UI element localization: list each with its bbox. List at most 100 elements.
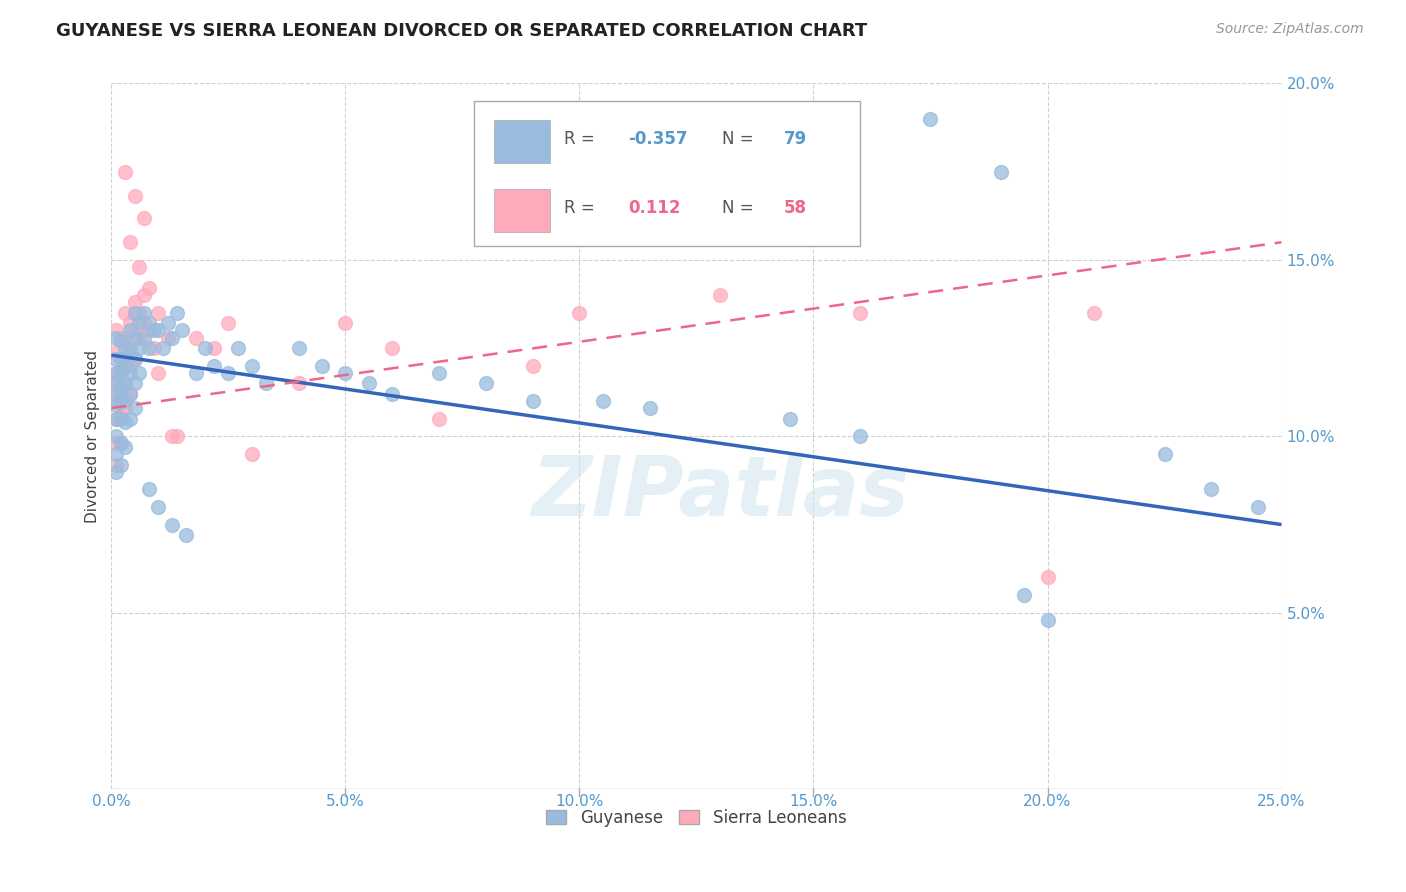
Point	[522, 394, 544, 409]
Point	[1153, 447, 1175, 461]
Text: R =: R =	[564, 130, 600, 148]
Point	[128, 260, 150, 274]
Point	[124, 330, 146, 344]
Point	[114, 376, 136, 391]
Point	[114, 351, 136, 366]
Point	[120, 323, 142, 337]
Point	[110, 330, 132, 344]
Point	[114, 376, 136, 391]
Point	[124, 351, 146, 366]
Point	[105, 411, 128, 425]
Point	[114, 440, 136, 454]
Point	[120, 359, 142, 373]
Point	[142, 323, 165, 337]
Point	[202, 359, 225, 373]
Point	[217, 317, 239, 331]
Point	[357, 376, 380, 391]
Point	[287, 376, 309, 391]
Point	[709, 288, 731, 302]
Point	[105, 351, 128, 366]
Point	[287, 341, 309, 355]
Point	[105, 411, 128, 425]
Point	[114, 341, 136, 355]
Point	[114, 330, 136, 344]
Point	[522, 359, 544, 373]
Point	[166, 306, 188, 320]
Point	[592, 394, 614, 409]
Point	[110, 436, 132, 450]
Point	[134, 211, 156, 225]
Text: 0.112: 0.112	[628, 199, 681, 217]
Point	[105, 387, 128, 401]
Point	[120, 337, 142, 351]
Text: 79: 79	[785, 130, 807, 148]
Point	[184, 366, 207, 380]
Point	[110, 436, 132, 450]
Point	[138, 341, 160, 355]
Point	[124, 295, 146, 310]
Point	[1036, 570, 1059, 584]
Point	[105, 429, 128, 443]
Point	[105, 447, 128, 461]
Point	[148, 306, 170, 320]
Point	[105, 330, 128, 344]
Point	[1036, 613, 1059, 627]
Point	[138, 483, 160, 497]
Point	[134, 288, 156, 302]
Point	[217, 366, 239, 380]
Point	[381, 387, 404, 401]
Point	[110, 408, 132, 422]
Point	[194, 341, 217, 355]
Point	[156, 317, 179, 331]
Point	[110, 458, 132, 472]
Point	[1247, 500, 1270, 514]
Point	[134, 306, 156, 320]
Point	[990, 164, 1012, 178]
Point	[849, 306, 872, 320]
Point	[920, 112, 942, 126]
Point	[105, 398, 128, 412]
Point	[176, 528, 198, 542]
Point	[170, 323, 193, 337]
Point	[152, 341, 174, 355]
Point	[120, 411, 142, 425]
Point	[138, 281, 160, 295]
Point	[105, 380, 128, 394]
Point	[110, 366, 132, 380]
Point	[110, 366, 132, 380]
Point	[110, 394, 132, 409]
Point	[114, 359, 136, 373]
Point	[240, 447, 263, 461]
Point	[134, 317, 156, 331]
Point	[114, 394, 136, 409]
Point	[105, 458, 128, 472]
Y-axis label: Divorced or Separated: Divorced or Separated	[86, 350, 100, 523]
Point	[226, 341, 249, 355]
Point	[124, 376, 146, 391]
Point	[105, 323, 128, 337]
Point	[128, 366, 150, 380]
Point	[162, 517, 184, 532]
Point	[427, 366, 450, 380]
Point	[128, 341, 150, 355]
Point	[162, 429, 184, 443]
Point	[110, 334, 132, 348]
Point	[110, 351, 132, 366]
Text: Source: ZipAtlas.com: Source: ZipAtlas.com	[1216, 22, 1364, 37]
Point	[156, 330, 179, 344]
Point	[202, 341, 225, 355]
Point	[335, 366, 357, 380]
Point	[114, 306, 136, 320]
Point	[105, 366, 128, 380]
Point	[110, 387, 132, 401]
Point	[124, 323, 146, 337]
Point	[128, 330, 150, 344]
Point	[110, 351, 132, 366]
Point	[120, 387, 142, 401]
Point	[120, 235, 142, 250]
Point	[128, 306, 150, 320]
Point	[162, 330, 184, 344]
Point	[120, 344, 142, 359]
Point	[148, 500, 170, 514]
Point	[124, 351, 146, 366]
